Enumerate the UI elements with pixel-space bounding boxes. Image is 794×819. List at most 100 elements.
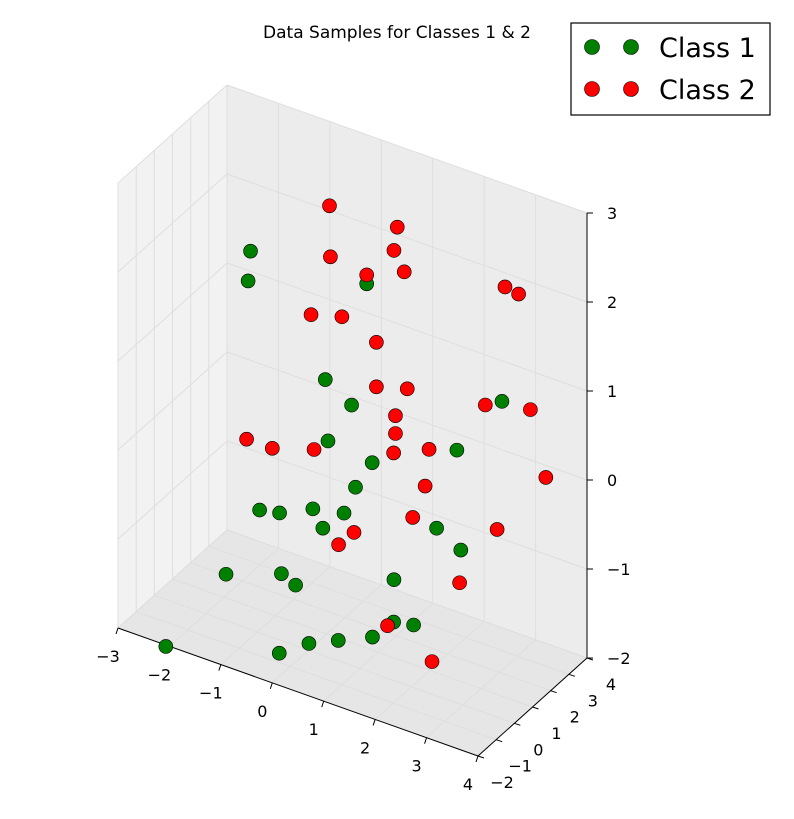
y-tick-label: 3 xyxy=(588,691,598,710)
grid-line xyxy=(117,262,228,362)
y-tick-label: 4 xyxy=(606,675,616,694)
data-point-class-2 xyxy=(405,510,421,525)
y-tick-mark xyxy=(477,755,485,759)
y-tick-label: 0 xyxy=(533,740,543,759)
legend-entry-class-2: Class 2 xyxy=(584,75,756,106)
data-point-class-1 xyxy=(365,629,380,645)
y-tick-label: 1 xyxy=(551,724,561,743)
legend-marker xyxy=(623,39,639,55)
grid-line xyxy=(117,440,228,540)
data-point-class-2 xyxy=(380,618,395,634)
grid-line xyxy=(154,594,515,724)
data-point-class-2 xyxy=(306,442,322,457)
data-point-class-2 xyxy=(497,279,513,295)
data-point-class-1 xyxy=(274,566,289,581)
data-point-class-2 xyxy=(452,575,467,591)
data-point-class-1 xyxy=(158,639,174,654)
data-point-class-2 xyxy=(421,442,437,457)
legend-label-class-1: Class 1 xyxy=(659,33,756,64)
x-tick-label: 0 xyxy=(257,702,267,721)
grid-line xyxy=(226,262,588,392)
data-point-class-1 xyxy=(344,397,359,413)
data-point-class-1 xyxy=(301,636,317,651)
y-tick-label: −2 xyxy=(490,773,514,792)
data-point-class-2 xyxy=(346,525,362,540)
legend: Class 1 Class 2 xyxy=(570,22,771,116)
data-point-class-1 xyxy=(364,455,380,470)
data-point-class-2 xyxy=(396,264,412,280)
data-point-class-2 xyxy=(489,522,505,537)
data-point-class-2 xyxy=(334,309,350,325)
grid-line xyxy=(208,545,570,675)
x-tick-label: −2 xyxy=(148,665,172,684)
y-tick-mark xyxy=(532,706,539,710)
data-point-class-2 xyxy=(523,402,538,417)
data-point-class-2 xyxy=(388,408,403,423)
grid-line xyxy=(117,529,228,629)
data-point-class-2 xyxy=(239,431,254,447)
x-tick-label: 4 xyxy=(463,775,473,794)
y-tick-mark xyxy=(568,673,575,677)
x-tick-mark xyxy=(475,755,479,763)
data-point-class-2 xyxy=(511,286,526,302)
legend-marker xyxy=(584,81,600,97)
data-point-class-2 xyxy=(389,219,405,235)
grid-line xyxy=(135,611,497,741)
data-point-class-1 xyxy=(429,520,444,536)
x-tick-mark xyxy=(372,719,376,726)
data-point-class-2 xyxy=(323,249,338,265)
data-point-class-2 xyxy=(331,537,346,553)
grid-line xyxy=(117,84,228,184)
y-tick-mark xyxy=(514,722,521,726)
y-tick-mark xyxy=(550,690,557,694)
legend-marker xyxy=(584,39,600,55)
grid-line xyxy=(226,440,588,570)
x-tick-label: −1 xyxy=(199,684,223,703)
x-tick-mark xyxy=(321,700,325,708)
data-point-class-2 xyxy=(369,334,384,350)
grid-line xyxy=(172,578,533,708)
data-point-class-1 xyxy=(330,633,346,648)
grid-line xyxy=(117,173,228,273)
legend-marker xyxy=(623,81,639,97)
data-point-class-2 xyxy=(388,426,403,441)
grid-line xyxy=(226,173,588,303)
data-point-class-2 xyxy=(265,441,280,456)
data-point-class-2 xyxy=(538,470,554,485)
data-point-class-2 xyxy=(386,243,402,258)
data-point-class-2 xyxy=(399,381,415,397)
data-point-class-2 xyxy=(386,445,401,461)
x-tick-mark xyxy=(269,682,273,690)
data-point-class-1 xyxy=(453,542,469,558)
y-tick-label: −1 xyxy=(508,757,532,776)
data-point-class-1 xyxy=(315,520,331,536)
data-point-class-1 xyxy=(218,566,234,582)
legend-label-class-2: Class 2 xyxy=(659,75,756,106)
data-point-class-2 xyxy=(478,397,493,413)
data-point-class-1 xyxy=(449,442,465,458)
z-tick-label: 3 xyxy=(607,204,617,223)
data-point-class-2 xyxy=(417,478,433,494)
y-tick-label: 2 xyxy=(570,708,580,727)
data-point-class-1 xyxy=(271,645,287,661)
data-point-class-2 xyxy=(303,307,319,323)
grid-line xyxy=(226,529,588,659)
data-point-class-1 xyxy=(406,617,421,633)
data-point-class-1 xyxy=(336,505,352,521)
data-point-class-1 xyxy=(252,502,267,518)
data-point-class-2 xyxy=(322,198,337,214)
x-tick-label: 1 xyxy=(309,720,319,739)
chart-title: Data Samples for Classes 1 & 2 xyxy=(263,23,531,43)
y-tick-mark xyxy=(496,739,503,743)
z-tick-label: 2 xyxy=(607,293,617,312)
legend-box xyxy=(570,22,771,116)
x-tick-label: 2 xyxy=(360,738,370,757)
data-point-class-1 xyxy=(288,577,303,593)
data-point-class-1 xyxy=(494,394,510,409)
data-point-class-2 xyxy=(359,267,375,283)
z-tick-label: 0 xyxy=(607,471,617,490)
data-point-class-2 xyxy=(424,654,440,669)
x-tick-mark xyxy=(115,627,119,635)
data-point-class-1 xyxy=(320,433,336,449)
